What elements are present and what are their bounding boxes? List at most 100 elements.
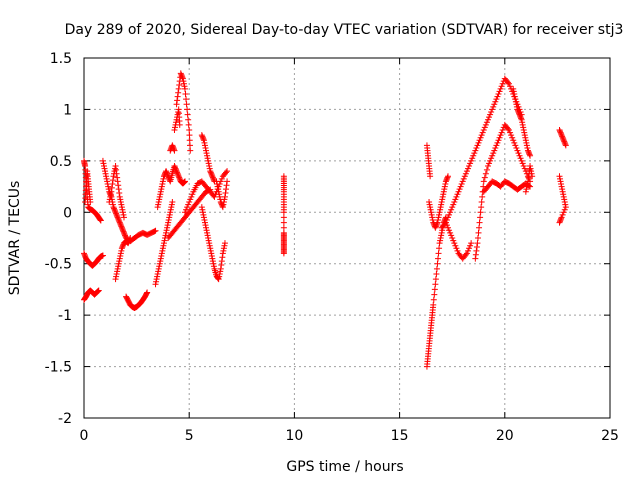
data-point xyxy=(496,88,503,95)
data-point xyxy=(216,271,223,277)
data-point xyxy=(171,164,178,171)
data-point xyxy=(436,211,443,218)
data-point xyxy=(167,209,174,216)
data-point xyxy=(118,201,125,208)
x-tick-label: 20 xyxy=(496,428,514,444)
data-point xyxy=(481,174,488,181)
data-point xyxy=(462,170,469,177)
data-point xyxy=(455,188,462,195)
data-point xyxy=(173,101,180,108)
data-point xyxy=(171,124,178,131)
data-point xyxy=(183,206,190,213)
data-point xyxy=(117,253,124,259)
data-point xyxy=(185,121,192,128)
data-point xyxy=(280,219,287,226)
data-point xyxy=(181,83,188,90)
data-point xyxy=(114,214,121,221)
data-point xyxy=(486,114,493,121)
data-point xyxy=(156,260,163,267)
data-point xyxy=(560,193,567,200)
data-point xyxy=(169,143,176,150)
y-tick-label: 1.5 xyxy=(50,51,72,67)
data-point xyxy=(170,145,177,151)
data-point xyxy=(175,89,182,96)
data-point xyxy=(437,206,444,213)
data-point xyxy=(506,80,513,87)
data-point xyxy=(221,240,228,247)
data-point xyxy=(206,165,213,172)
data-point xyxy=(433,271,440,277)
data-point xyxy=(482,170,489,177)
data-point xyxy=(513,103,520,110)
data-point xyxy=(81,250,87,257)
data-point xyxy=(523,142,530,149)
data-point xyxy=(104,178,111,185)
data-point xyxy=(166,214,173,221)
data-point xyxy=(427,204,434,211)
data-point xyxy=(470,152,477,159)
data-point xyxy=(173,168,180,175)
data-point xyxy=(153,276,160,283)
data-point xyxy=(224,168,231,175)
data-point xyxy=(561,199,568,205)
data-point xyxy=(496,134,503,141)
data-point xyxy=(456,186,463,193)
data-point xyxy=(100,160,107,167)
data-point xyxy=(491,101,498,108)
data-point xyxy=(469,155,476,162)
data-point xyxy=(224,178,231,185)
data-point xyxy=(169,142,176,149)
data-point xyxy=(119,226,126,232)
data-point xyxy=(522,137,529,144)
data-point xyxy=(183,96,190,103)
data-point xyxy=(156,263,163,270)
data-point xyxy=(489,106,496,113)
data-point xyxy=(483,119,490,126)
data-point xyxy=(437,204,444,211)
data-point xyxy=(439,193,446,200)
data-point xyxy=(449,204,456,211)
data-point xyxy=(527,163,534,169)
data-point xyxy=(433,220,440,227)
data-point xyxy=(165,173,172,180)
data-point xyxy=(105,183,112,190)
data-point xyxy=(562,141,569,148)
data-point xyxy=(108,184,115,191)
data-point xyxy=(494,93,501,100)
data-point xyxy=(218,175,225,182)
data-point xyxy=(487,157,494,164)
data-point xyxy=(443,217,450,223)
data-point xyxy=(117,220,124,227)
data-point xyxy=(523,139,530,146)
data-point xyxy=(511,139,518,146)
data-point xyxy=(562,142,569,149)
data-point xyxy=(529,173,536,180)
data-point xyxy=(112,165,119,172)
data-point xyxy=(116,218,123,225)
data-point xyxy=(176,174,183,181)
data-point xyxy=(115,260,122,267)
data-point xyxy=(491,147,498,154)
data-point xyxy=(431,291,438,298)
data-point xyxy=(163,169,170,176)
data-point xyxy=(143,290,150,297)
data-point xyxy=(280,224,287,231)
data-point xyxy=(109,181,116,187)
data-point xyxy=(119,227,126,234)
data-point xyxy=(159,245,166,252)
x-axis-ticks: 0 5 10 15 20 25 xyxy=(80,58,619,444)
data-point xyxy=(497,132,504,139)
data-point xyxy=(201,142,208,149)
data-point xyxy=(183,101,190,108)
data-point xyxy=(175,173,182,180)
data-point xyxy=(559,211,566,218)
data-point xyxy=(557,128,564,135)
data-point xyxy=(490,150,497,157)
data-point xyxy=(176,121,183,128)
data-point xyxy=(223,182,230,189)
data-point xyxy=(481,124,488,131)
data-point xyxy=(208,250,215,257)
data-point xyxy=(165,217,172,223)
data-point xyxy=(81,251,88,258)
